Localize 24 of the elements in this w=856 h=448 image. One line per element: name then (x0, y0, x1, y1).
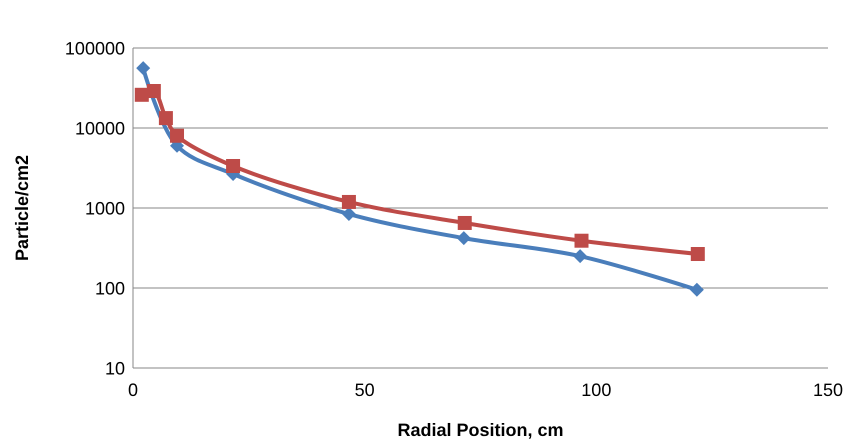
y-tick-label: 100 (94, 278, 125, 298)
point (573, 249, 588, 264)
x-tick-label: 100 (581, 380, 612, 400)
point (690, 247, 705, 262)
point (342, 207, 356, 222)
x-tick-label: 150 (812, 380, 844, 400)
point (456, 231, 471, 246)
x-tick-label: 0 (128, 380, 138, 400)
y-tick-label: 100000 (64, 38, 125, 58)
y-tick-label: 10000 (74, 118, 125, 138)
x-axis-title: Radial Position, cm (397, 420, 564, 440)
point (342, 194, 356, 209)
point (170, 128, 184, 143)
point (136, 61, 150, 76)
point (158, 111, 173, 126)
point (458, 216, 472, 230)
point (690, 282, 704, 297)
y-tick-label: 10 (104, 358, 125, 378)
point (146, 84, 161, 98)
point (226, 158, 240, 173)
point (574, 234, 589, 248)
x-tick-label: 50 (354, 380, 375, 400)
y-tick-label: 1000 (84, 198, 125, 218)
y-axis-title: Particle/cm2 (12, 154, 32, 262)
